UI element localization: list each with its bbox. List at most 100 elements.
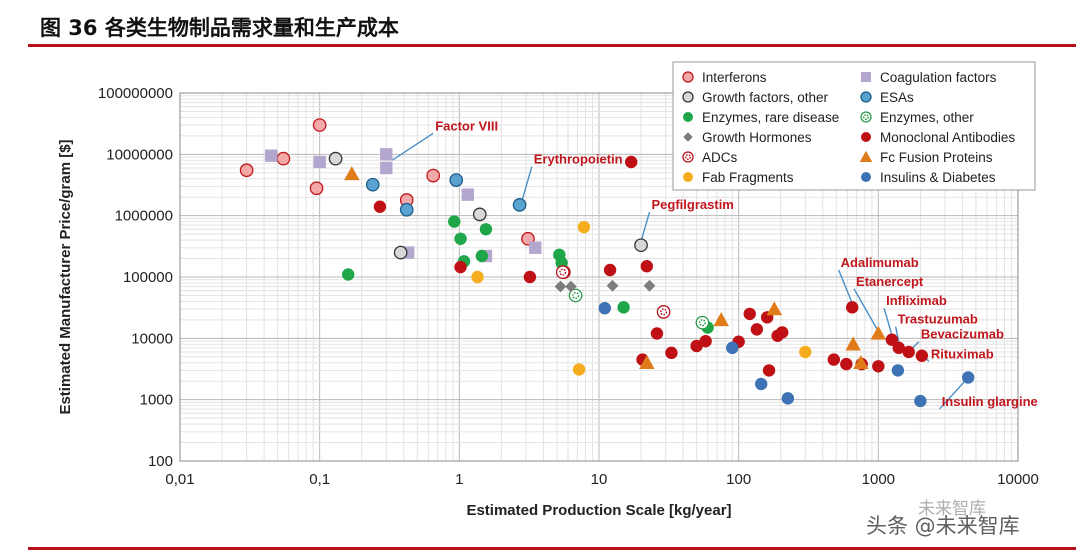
legend-item-growth-factors-other: Growth factors, other — [682, 90, 829, 105]
data-point — [239, 163, 254, 178]
data-points — [239, 118, 975, 408]
data-point — [380, 161, 393, 175]
data-point — [454, 260, 467, 274]
annotation-leader — [521, 166, 533, 202]
data-point — [665, 346, 678, 360]
annotation-factor-viii: Factor VIII — [435, 118, 498, 133]
data-point — [309, 181, 324, 196]
series-esas — [365, 173, 527, 217]
data-point — [341, 268, 355, 281]
data-point — [624, 155, 638, 169]
annotation-rituximab: Rituximab — [931, 346, 994, 361]
legend-label: Growth Hormones — [702, 130, 812, 145]
data-point — [472, 207, 487, 222]
series-growth-factors-other — [328, 151, 648, 260]
legend-label: ESAs — [880, 90, 914, 105]
title-rule — [28, 44, 1076, 47]
data-point — [639, 354, 655, 369]
legend: Interferons Coagulation factors Growth fac… — [672, 61, 1036, 191]
data-point — [799, 345, 812, 359]
data-point — [454, 232, 467, 245]
data-point — [461, 188, 475, 201]
data-point — [512, 198, 527, 212]
legend-label: Growth factors, other — [702, 90, 829, 105]
legend-item-adcs: ADCs — [682, 150, 738, 165]
data-point — [426, 168, 441, 183]
legend-marker-circle-icon — [861, 172, 871, 182]
legend-item-coagulation-factors: Coagulation factors — [861, 70, 997, 85]
data-point — [568, 288, 583, 303]
legend-label: Interferons — [702, 70, 767, 85]
legend-item-enzymes-rare-disease: Enzymes, rare disease — [683, 110, 839, 125]
legend-item-interferons: Interferons — [682, 70, 767, 85]
data-point — [853, 354, 869, 369]
data-point — [603, 263, 617, 277]
data-point — [475, 249, 489, 263]
legend-label: Fc Fusion Proteins — [880, 150, 993, 165]
annotation-leader — [883, 308, 894, 339]
legend-marker-circle-hatched-icon — [860, 111, 872, 123]
data-point — [766, 301, 783, 316]
data-point — [695, 315, 710, 330]
annotation-etanercept: Etanercept — [856, 274, 924, 289]
annotation-insulin-glargine: Insulin glargine — [942, 394, 1038, 409]
data-point — [781, 392, 795, 405]
series-interferons — [239, 118, 571, 279]
data-point — [479, 223, 493, 236]
y-tick-label: 1000 — [140, 392, 173, 409]
legend-label: Enzymes, rare disease — [702, 110, 839, 125]
data-point — [892, 341, 905, 355]
data-point — [328, 151, 343, 166]
annotation-leader — [939, 377, 969, 410]
x-tick-label: 10000 — [997, 471, 1039, 488]
data-point — [313, 155, 326, 169]
legend-label: Monoclonal Antibodies — [880, 130, 1015, 145]
data-point — [914, 394, 927, 408]
series-adcs — [555, 265, 671, 319]
x-tick-label: 100 — [726, 471, 751, 488]
legend-label: Insulins & Diabetes — [880, 170, 996, 185]
legend-marker-diamond-icon — [683, 132, 693, 142]
series-insulins-and-diabetes — [598, 301, 975, 408]
data-point — [276, 151, 291, 166]
data-point — [365, 177, 380, 192]
data-point — [776, 326, 789, 339]
data-point — [393, 245, 408, 260]
data-point — [617, 301, 630, 314]
data-point — [827, 353, 841, 366]
data-point — [448, 215, 461, 228]
annotation-leader — [640, 211, 651, 242]
data-point — [643, 279, 656, 292]
data-point — [312, 118, 327, 132]
legend-marker-circle-icon — [682, 91, 694, 103]
data-point — [750, 323, 764, 336]
data-point — [840, 357, 853, 371]
y-tick-label: 100000000 — [98, 85, 173, 102]
data-point — [885, 333, 899, 346]
x-tick-label: 0,1 — [309, 471, 330, 488]
data-point — [743, 307, 756, 321]
data-point — [265, 149, 278, 162]
annotation-leader — [838, 269, 855, 307]
annotation-leader — [391, 132, 434, 161]
legend-box — [672, 61, 1036, 191]
data-point — [846, 301, 859, 314]
data-point — [555, 265, 570, 279]
annotation-infliximab: Infliximab — [886, 293, 947, 308]
y-axis-title: Estimated Manufacturer Price/gram [$] — [57, 139, 74, 414]
legend-marker-circle-icon — [683, 112, 693, 122]
legend-marker-circle-icon — [683, 172, 693, 182]
data-point — [373, 200, 387, 213]
series-growth-hormones — [554, 279, 656, 293]
data-point — [762, 364, 776, 377]
y-tick-label: 1000000 — [115, 208, 173, 225]
legend-item-monoclonal-antibodies: Monoclonal Antibodies — [861, 130, 1015, 145]
data-point — [845, 336, 861, 351]
data-point — [529, 241, 542, 254]
data-point — [523, 270, 537, 284]
data-point — [399, 202, 414, 217]
watermark: 头条 @未来智库 — [866, 514, 1020, 538]
data-point — [656, 305, 671, 319]
data-point — [577, 220, 591, 234]
